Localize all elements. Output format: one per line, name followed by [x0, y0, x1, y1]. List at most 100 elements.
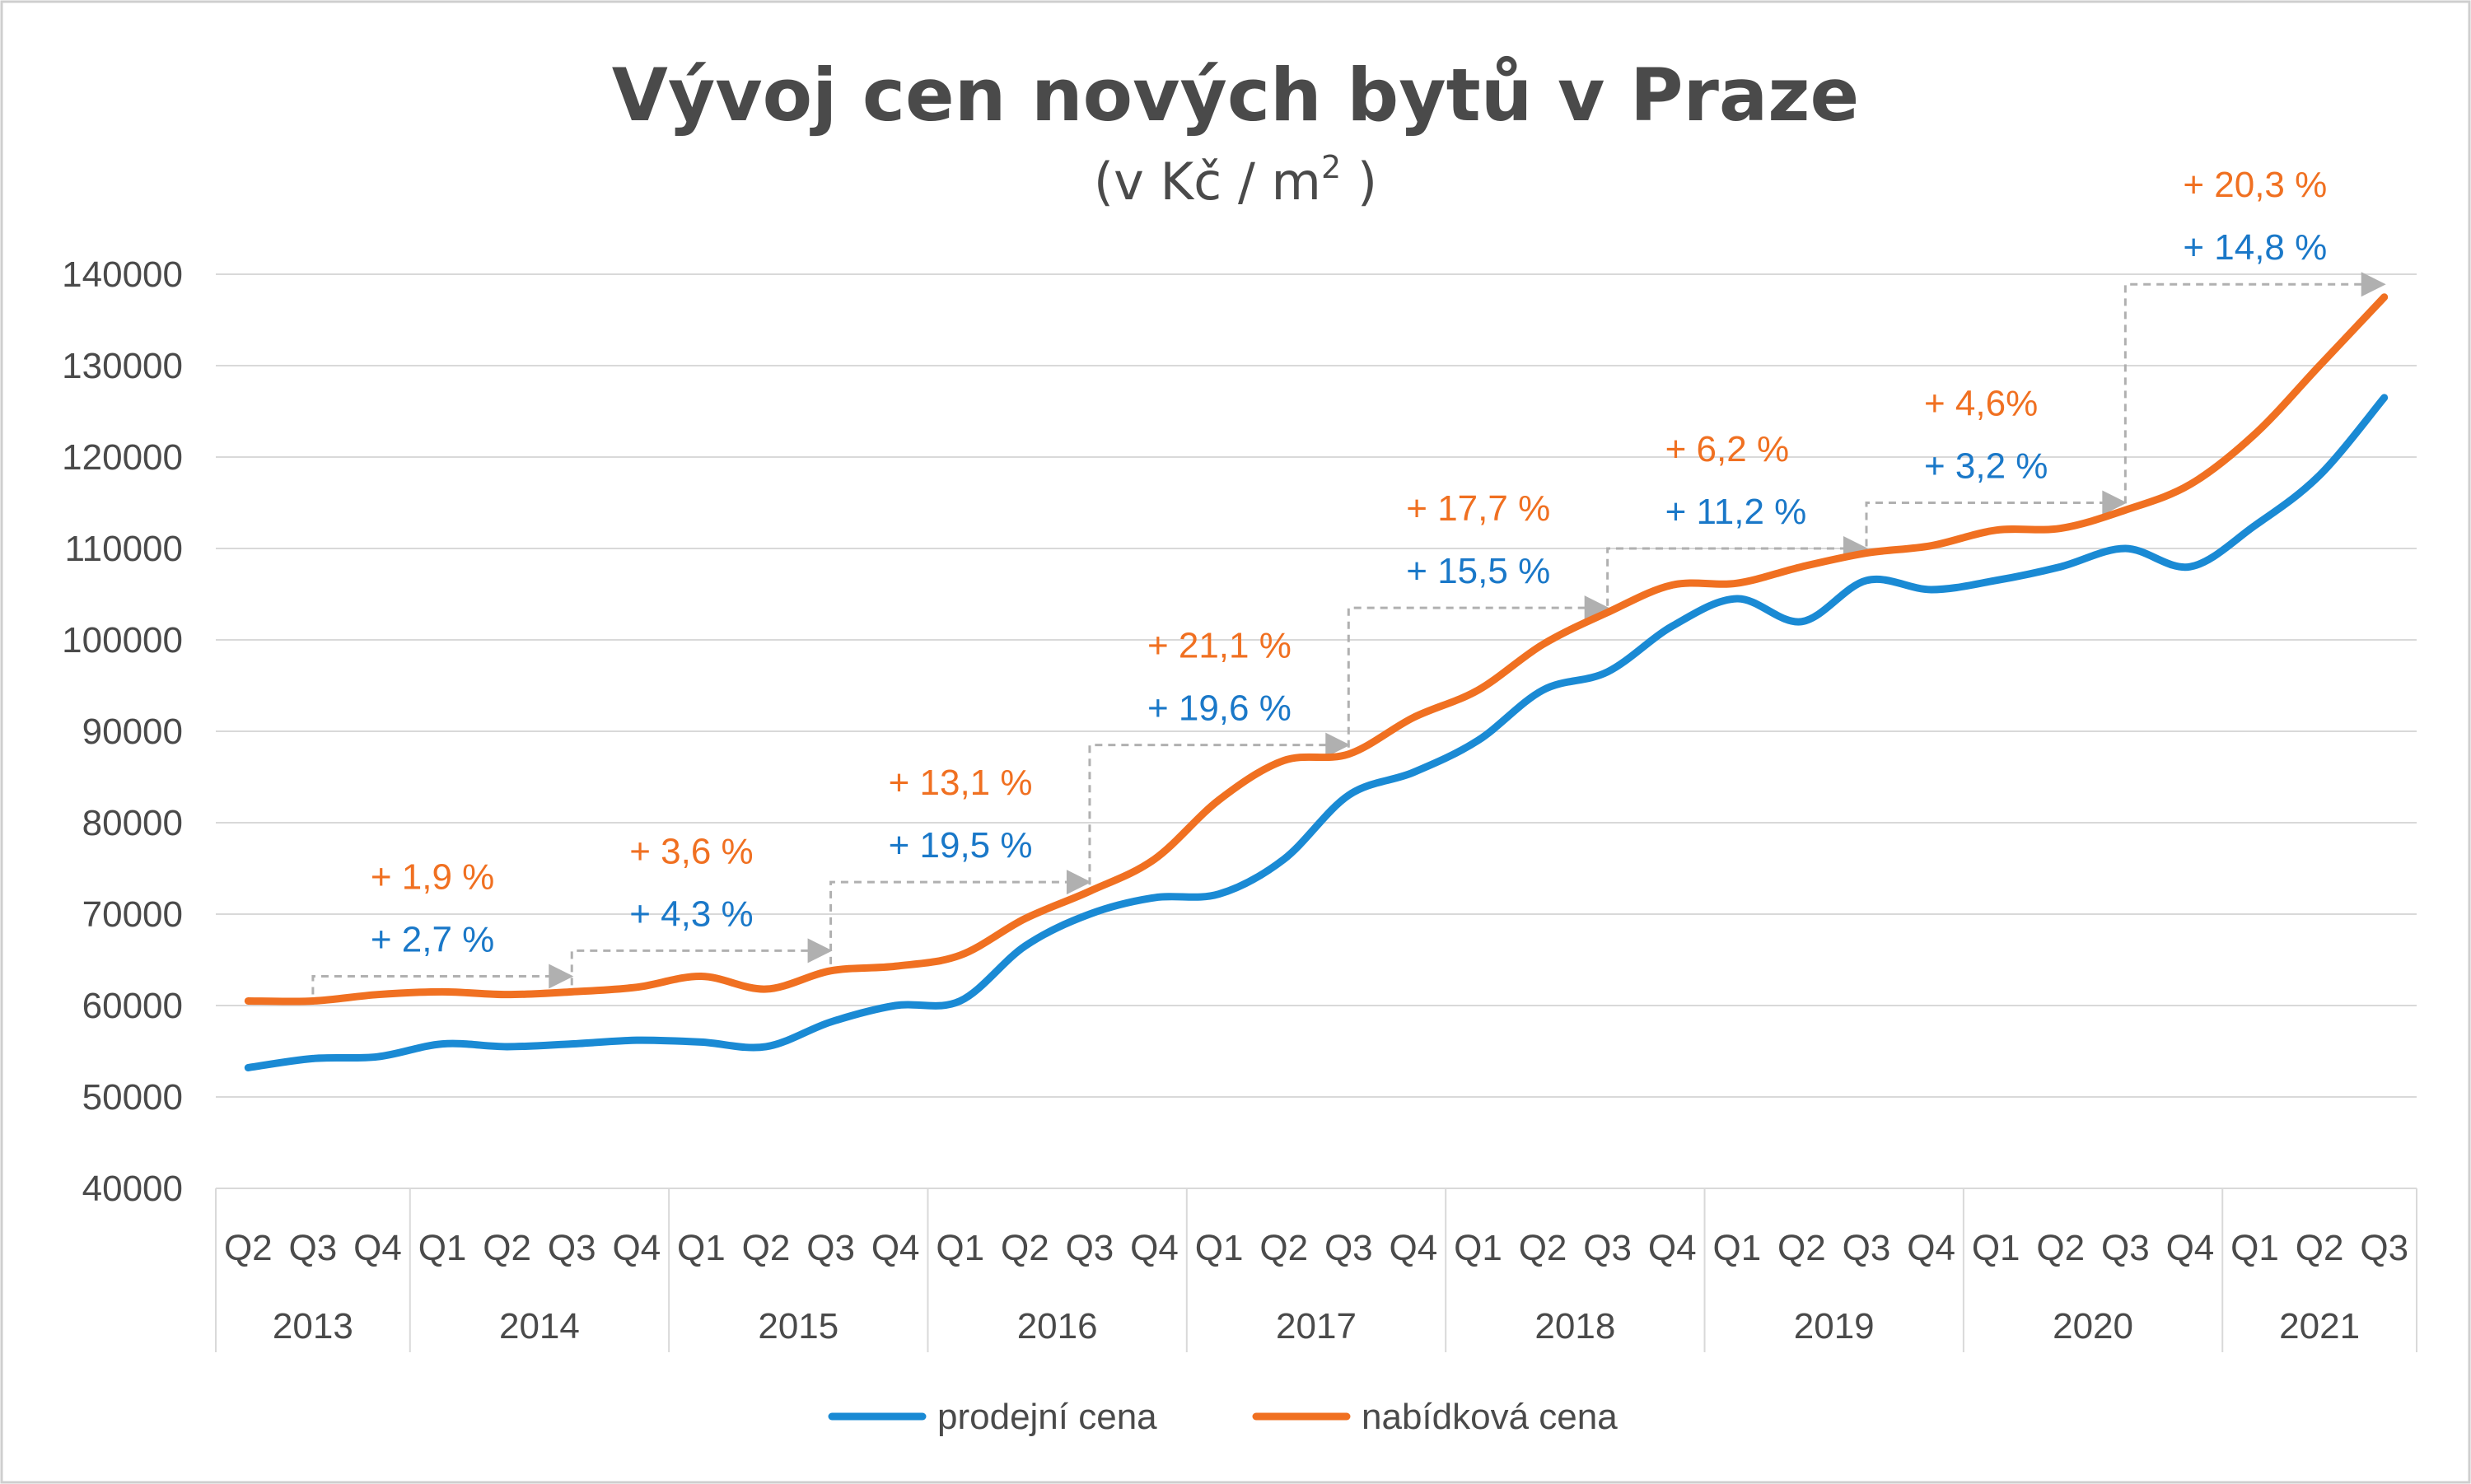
x-tick-label: Q3	[2101, 1228, 2150, 1268]
x-tick-label: Q2	[742, 1228, 791, 1268]
series-lines	[244, 293, 2389, 1071]
y-tick-label: 90000	[82, 712, 183, 752]
annotation-offer-change: + 6,2 %	[1665, 429, 1789, 469]
year-label: 2014	[499, 1306, 580, 1346]
annotation-sale-change: + 4,3 %	[629, 894, 753, 934]
year-label: 2016	[1017, 1306, 1098, 1346]
x-tick-label: Q1	[1195, 1228, 1244, 1268]
y-tick-label: 50000	[82, 1077, 183, 1118]
y-axis: 40000 50000 60000 70000 80000 90000 100000 1100…	[62, 254, 183, 1209]
legend: prodejní cena nabídková cena	[828, 1397, 1618, 1437]
x-tick-label: Q2	[1259, 1228, 1308, 1268]
x-tick-label: Q1	[1972, 1228, 2020, 1268]
annotation-offer-change: + 20,3 %	[2183, 165, 2327, 205]
x-tick-label: Q3	[2360, 1228, 2408, 1268]
gridlines	[216, 273, 2417, 1189]
annotation-sale-change: + 19,6 %	[1147, 688, 1292, 729]
legend-label: nabídková cena	[1362, 1397, 1618, 1437]
x-tick-label: Q4	[1130, 1228, 1179, 1268]
annotation-sale-change: + 11,2 %	[1665, 492, 1807, 532]
x-tick-label: Q3	[1583, 1228, 1632, 1268]
x-tick-label: Q2	[1777, 1228, 1826, 1268]
annotation-offer-change: + 13,1 %	[889, 763, 1033, 803]
y-tick-label: 140000	[62, 254, 183, 295]
annotation-offer-change: + 21,1 %	[1147, 626, 1292, 666]
annotation-sale-change: + 2,7 %	[371, 919, 494, 959]
subtitle-prefix: (v Kč / m	[1094, 152, 1321, 212]
y-tick-label: 120000	[62, 437, 183, 478]
x-tick-label: Q4	[1907, 1228, 1955, 1268]
y-tick-label: 100000	[62, 620, 183, 660]
x-tick-label: Q3	[1324, 1228, 1373, 1268]
series-line-sale-price	[244, 394, 2389, 1071]
series-line-offer-price	[244, 293, 2389, 1006]
x-tick-label: Q1	[418, 1228, 467, 1268]
x-tick-label: Q3	[1066, 1228, 1114, 1268]
x-tick-label: Q2	[2296, 1228, 2344, 1268]
y-tick-label: 130000	[62, 346, 183, 386]
x-tick-label: Q4	[871, 1228, 920, 1268]
x-tick-label: Q4	[1648, 1228, 1697, 1268]
y-tick-label: 40000	[82, 1169, 183, 1209]
x-tick-label: Q1	[936, 1228, 984, 1268]
x-tick-label: Q2	[483, 1228, 531, 1268]
annotation-offer-change: + 17,7 %	[1406, 488, 1550, 529]
annotation-sale-change: + 15,5 %	[1406, 551, 1550, 591]
subtitle-superscript: 2	[1321, 149, 1341, 185]
x-tick-label: Q1	[2230, 1228, 2279, 1268]
annotation-offer-change: + 4,6%	[1924, 384, 2038, 424]
annotation-arrow-line	[2123, 282, 2363, 504]
annotation-arrow-line	[1606, 547, 1845, 606]
annotation-offer-change: + 1,9 %	[371, 856, 494, 897]
subtitle-suffix: )	[1341, 152, 1377, 212]
year-label: 2018	[1534, 1306, 1615, 1346]
x-tick-label: Q3	[548, 1228, 596, 1268]
annotation-arrowhead	[1066, 870, 1091, 895]
x-tick-label: Q4	[2166, 1228, 2215, 1268]
annotation-sale-change: + 3,2 %	[1924, 446, 2048, 487]
annotation-sale-change: + 14,8 %	[2183, 227, 2327, 268]
x-tick-label: Q3	[289, 1228, 338, 1268]
legend-label: prodejní cena	[937, 1397, 1157, 1437]
annotations: + 1,9 % + 2,7 % + 3,6 % + 4,3 % + 13,1 % + 19…	[311, 165, 2386, 995]
year-label: 2020	[2053, 1306, 2133, 1346]
x-tick-label: Q4	[353, 1228, 402, 1268]
annotation-arrowhead	[1325, 732, 1351, 758]
annotation-arrow-line	[829, 880, 1068, 964]
year-label: 2019	[1794, 1306, 1875, 1346]
year-label: 2015	[758, 1306, 838, 1346]
x-tick-label: Q2	[1001, 1228, 1049, 1268]
year-label: 2013	[273, 1306, 353, 1346]
annotation-arrowhead	[2361, 272, 2386, 297]
annotation-offer-change: + 3,6 %	[629, 831, 753, 871]
chart-title: Vývoj cen nových bytů v Praze	[612, 53, 1859, 138]
y-tick-label: 80000	[82, 803, 183, 843]
annotation-arrowhead	[2102, 490, 2128, 516]
x-axis: Q2 Q3 Q4 Q1 Q2 Q3 Q4 Q1 Q2 Q3 Q4 Q1 Q2 Q3 Q4 Q1 Q2 Q3 Q4 Q1…	[215, 1188, 2417, 1352]
x-tick-label: Q2	[224, 1228, 273, 1268]
y-tick-label: 110000	[64, 529, 183, 569]
x-tick-label: Q3	[1843, 1228, 1891, 1268]
y-tick-label: 70000	[82, 894, 183, 935]
year-label: 2017	[1276, 1306, 1357, 1346]
annotation-arrowhead	[1584, 595, 1609, 621]
annotation-arrowhead	[807, 938, 833, 964]
x-tick-label: Q4	[1390, 1228, 1438, 1268]
annotation-arrow-line	[311, 974, 551, 995]
x-tick-label: Q1	[1712, 1228, 1761, 1268]
x-tick-label: Q1	[677, 1228, 726, 1268]
annotation-sale-change: + 19,5 %	[889, 825, 1033, 866]
annotation-arrow-line	[1865, 502, 2104, 547]
x-tick-label: Q1	[1454, 1228, 1502, 1268]
annotation-arrow-line	[1088, 744, 1328, 885]
x-tick-label: Q4	[612, 1228, 661, 1268]
y-tick-label: 60000	[82, 986, 183, 1026]
annotation-arrow-line	[1347, 606, 1586, 748]
chart-subtitle: (v Kč / m2 )	[1094, 149, 1377, 212]
year-label: 2021	[2279, 1306, 2360, 1346]
annotation-arrowhead	[549, 964, 574, 989]
x-tick-label: Q2	[2036, 1228, 2085, 1268]
x-tick-label: Q2	[1519, 1228, 1567, 1268]
